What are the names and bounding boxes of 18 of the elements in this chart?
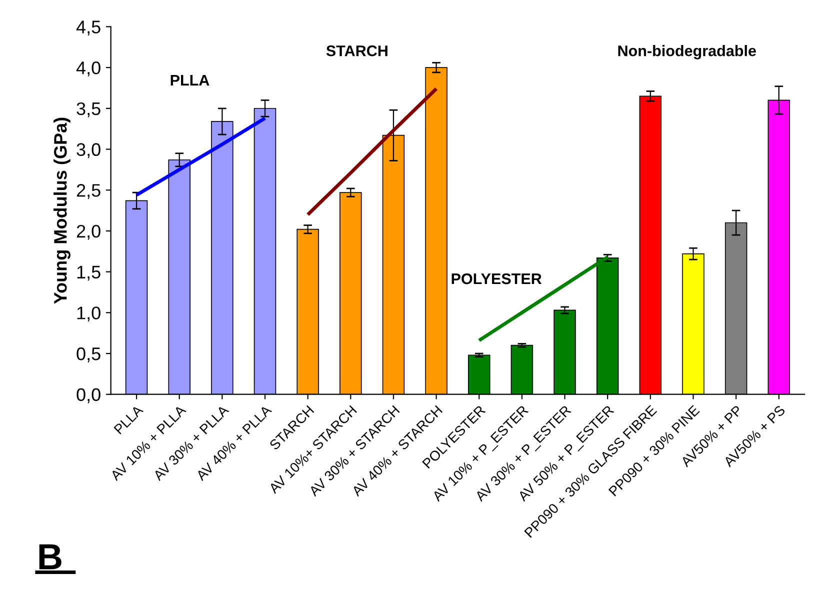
y-tick-label: 1,5 — [77, 266, 100, 281]
annotation: STARCH — [326, 45, 388, 56]
line-series — [306, 87, 438, 216]
y-tick-label: 0,5 — [76, 347, 100, 362]
y-tick-label: 0,0 — [76, 388, 100, 404]
y-tick-label: 4,0 — [76, 61, 100, 76]
text: B — [39, 544, 62, 570]
y-tick-label: 2,5 — [76, 184, 100, 199]
y-tick-label: 3,5 — [76, 102, 100, 118]
annotation: POLYESTER — [452, 273, 542, 284]
y-tick-label: 4,5 — [76, 20, 100, 36]
annotation: Non-biodegradable — [618, 45, 756, 60]
y-tick-label: 1,0 — [77, 306, 100, 322]
annotation: PLLA — [170, 75, 210, 86]
y-tick-label: 3,0 — [76, 143, 100, 158]
y-tick-label: 2,0 — [76, 224, 100, 240]
line-series — [134, 116, 267, 197]
y-axis-title: Young Modulus (GPa) — [54, 118, 70, 304]
